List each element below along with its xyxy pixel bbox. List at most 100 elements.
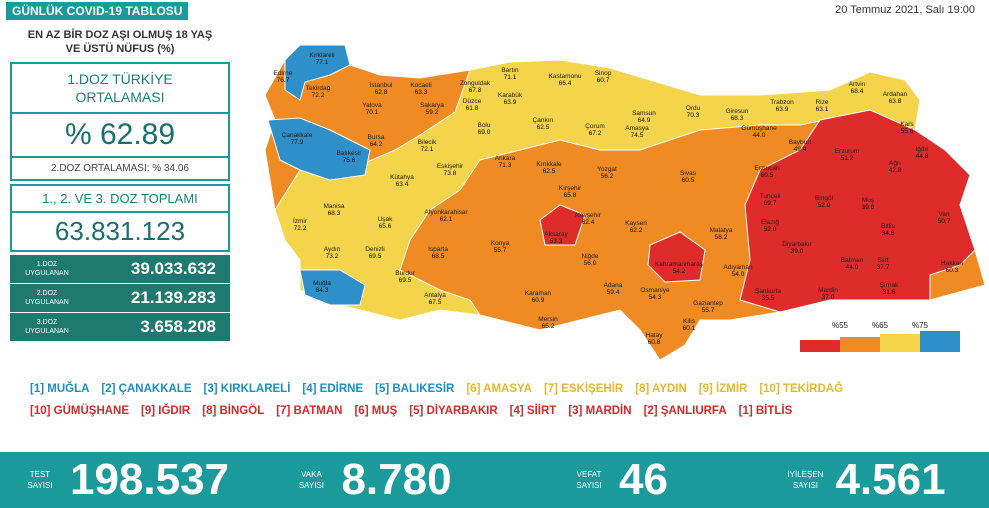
rankings: [1] MUĞLA [2] ÇANAKKALE [3] KIRKLARELİ [4] …: [30, 383, 970, 427]
province-value: 66.4: [559, 80, 572, 87]
province-name: Diyarbakır: [782, 241, 812, 248]
province-name: Kırıkkale: [536, 161, 562, 168]
province-name: Bayburt: [789, 139, 812, 146]
province-name: Mardin: [818, 287, 838, 294]
province-name: Karabük: [498, 92, 523, 99]
province-value: 67.5: [429, 299, 442, 306]
rank-item: [6] AMASYA: [466, 383, 532, 395]
province-value: 62.8: [375, 89, 388, 96]
province-name: Adana: [604, 282, 623, 289]
province-name: Uşak: [378, 216, 394, 223]
province-name: Malatya: [710, 227, 733, 234]
ranking-top: [1] MUĞLA [2] ÇANAKKALE [3] KIRKLARELİ [4] …: [30, 383, 970, 395]
province-value: 77.9: [291, 139, 304, 146]
province-value: 60.5: [761, 172, 774, 179]
province-value: 44.8: [916, 153, 929, 160]
map-yellow: [274, 59, 921, 321]
province-value: 58.2: [715, 234, 728, 241]
stat: İYİLEŞEN SAYISI 4.561: [741, 452, 988, 508]
header-title: GÜNLÜK COVID-19 TABLOSU: [6, 2, 189, 20]
province-name: Iğdır: [915, 146, 929, 153]
rank-item: [10] GÜMÜŞHANE: [30, 405, 130, 417]
stat-label: TEST SAYISI: [27, 470, 53, 490]
province-name: Edirne: [274, 70, 293, 77]
province-name: Aksaray: [544, 231, 568, 238]
province-value: 60.3: [946, 267, 959, 274]
map-red-maras: [647, 231, 706, 283]
province-value: 73.2: [326, 253, 339, 260]
province-value: 54.3: [649, 294, 662, 301]
province-name: Osmaniye: [640, 287, 670, 294]
province-value: 37.0: [822, 294, 835, 301]
province-value: 68.3: [328, 210, 341, 217]
map-red-east: [739, 109, 976, 313]
province-value: 31.6: [883, 289, 896, 296]
province-value: 50.7: [938, 218, 951, 225]
rank-item: [5] DİYARBAKIR: [409, 405, 498, 417]
province-value: 64.9: [638, 117, 651, 124]
province-value: 39.8: [862, 204, 875, 211]
stat: TEST SAYISI 198.537: [0, 452, 247, 508]
province-value: 42.8: [889, 167, 902, 174]
province-name: Antalya: [424, 292, 446, 299]
province-value: 34.6: [882, 230, 895, 237]
province-value: 44.0: [753, 132, 766, 139]
province-name: Trabzon: [770, 99, 794, 106]
province-name: Samsun: [632, 110, 656, 117]
province-name: Elazığ: [761, 219, 779, 226]
rank-item: [3] KIRKLARELİ: [203, 383, 291, 395]
rank-item: [1] MUĞLA: [30, 383, 90, 395]
province-name: Kocaeli: [410, 82, 431, 89]
province-value: 54.2: [673, 268, 686, 275]
province-value: 70.1: [366, 109, 379, 116]
province-name: Çorum: [585, 123, 605, 130]
province-name: Hatay: [646, 332, 664, 339]
province-value: 55.6: [901, 128, 914, 135]
province-value: 67.8: [469, 87, 482, 94]
province-name: Karaman: [525, 290, 552, 297]
province-value: 63.9: [504, 99, 517, 106]
province-value: 44.0: [846, 264, 859, 271]
dose-value: 21.139.283: [130, 288, 216, 307]
province-value: 55.7: [702, 307, 715, 314]
dose-label: 1.DOZ UYGULANAN: [25, 261, 69, 277]
rank-item: [8] BİNGÖL: [202, 405, 265, 417]
province-value: 56.2: [601, 173, 614, 180]
province-name: Şırnak: [880, 282, 900, 289]
province-name: Bartın: [501, 67, 519, 74]
province-name: Erzurum: [835, 148, 860, 155]
avg2: 2.DOZ ORTALAMASI: % 34.06: [12, 156, 228, 179]
province-name: Ardahan: [883, 91, 908, 98]
province-value: 69.0: [478, 129, 491, 136]
province-value: 65.6: [379, 223, 392, 230]
rank-item: [2] ÇANAKKALE: [101, 383, 192, 395]
province-name: Tekirdağ: [306, 85, 331, 92]
province-name: Denizli: [365, 246, 385, 253]
vaccine-panel: EN AZ BİR DOZ AŞI OLMUŞ 18 YAŞ VE ÜSTÜ N…: [10, 28, 230, 342]
province-name: Erzincan: [754, 165, 780, 172]
total-label: 1., 2. VE 3. DOZ TOPLAMI: [42, 191, 198, 206]
